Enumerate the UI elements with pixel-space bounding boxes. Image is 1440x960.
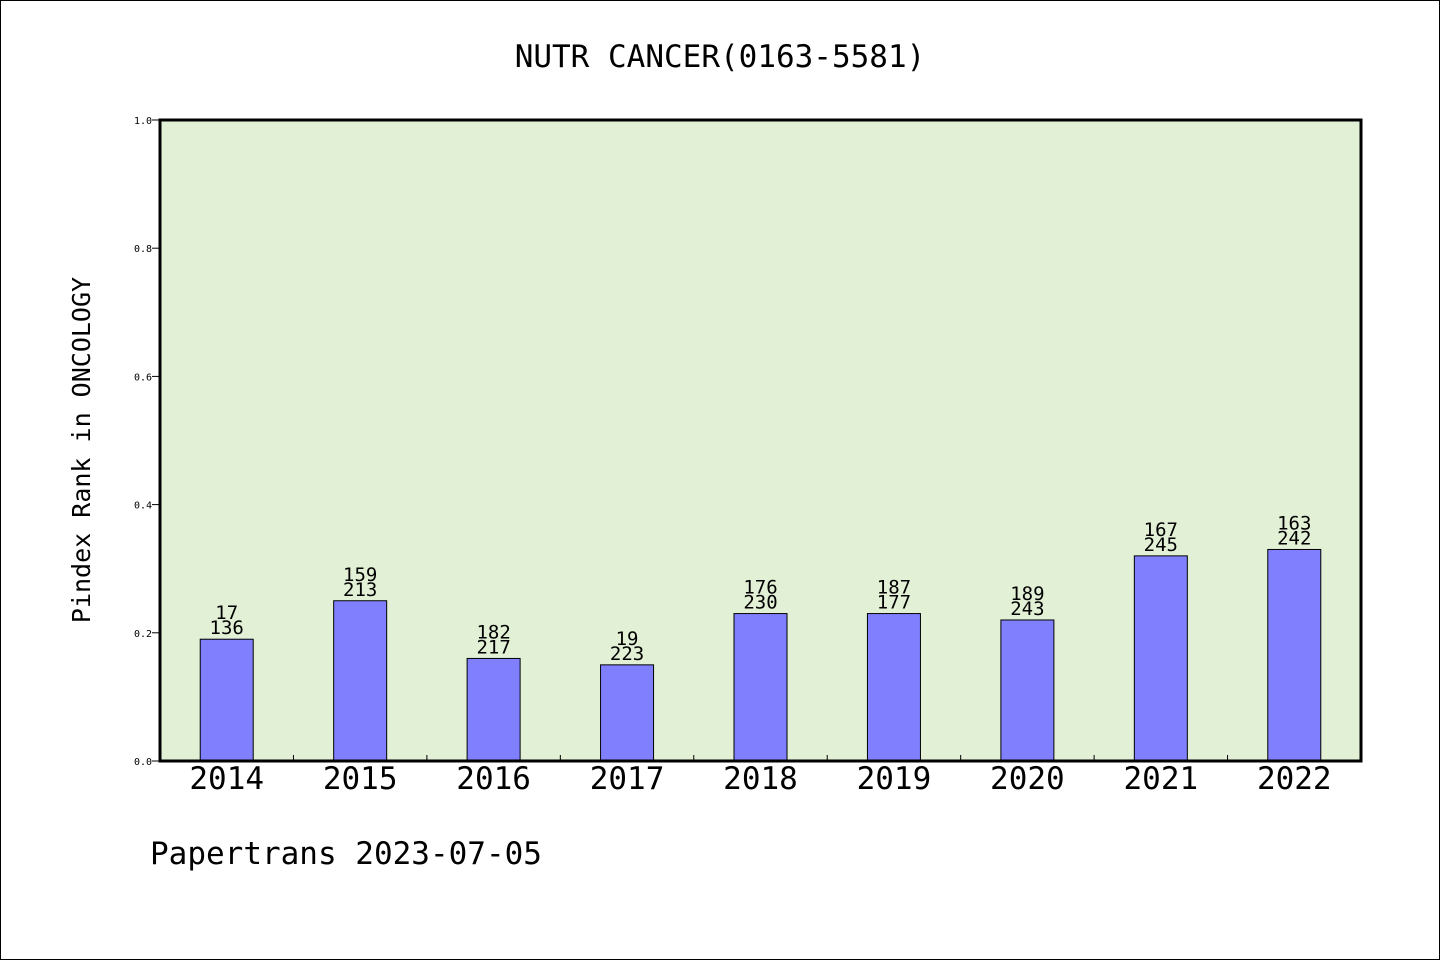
x-tick-label: 2018 [723,761,798,797]
bar-label-bottom: 243 [1010,598,1044,620]
bar-label-bottom: 242 [1277,527,1311,549]
y-tick-label: 0.0 [134,757,152,768]
y-axis-label: Pindex Rank in ONCOLOGY [67,277,96,623]
bar-2014 [199,638,254,762]
bar-2015 [333,600,388,762]
y-axis: 0.0 0.2 0.4 0.6 0.8 1.0 [134,116,160,768]
x-tick-label: 2015 [323,761,398,797]
x-tick-label: 2020 [990,761,1065,797]
bar-label-top: 17 [215,602,238,624]
bar-2017 [600,664,655,762]
bar-label-top: 187 [877,577,911,599]
bar-label-top: 176 [743,577,777,599]
bar-2021 [1133,555,1188,762]
bar-2020 [1000,619,1055,762]
y-tick-label: 0.6 [134,372,152,383]
bar-label-top: 189 [1010,583,1044,605]
bar-label-bottom: 245 [1144,534,1178,556]
y-tick-label: 0.8 [134,244,152,255]
bar-label-bottom: 213 [343,579,377,601]
y-tick-label: 0.2 [134,629,152,640]
y-tick-label: 1.0 [134,116,152,127]
bar-label-bottom: 136 [210,617,244,639]
bar-label-top: 159 [343,564,377,586]
x-tick-label: 2016 [456,761,531,797]
bar-2022 [1267,548,1322,762]
footer-credit: Papertrans 2023-07-05 [150,836,542,872]
plot-border [158,118,1363,763]
x-tick-label: 2021 [1124,761,1199,797]
x-axis: 2014 2015 2016 2017 2018 2019 2020 2021 2022 [189,755,1332,797]
bar-label-bottom: 223 [610,643,644,665]
bar-label-bottom: 217 [476,636,510,658]
x-tick-label: 2022 [1257,761,1332,797]
x-tick-label: 2019 [857,761,932,797]
bar-2019 [866,613,921,762]
x-tick-label: 2017 [590,761,665,797]
bars [199,548,1322,762]
chart-title: NUTR CANCER(0163-5581) [515,39,926,75]
bar-label-bottom: 177 [877,592,911,614]
y-tick-label: 0.4 [134,501,152,512]
bar-label-top: 19 [616,628,639,650]
bar-label-top: 182 [476,621,510,643]
bar-label-bottom: 230 [743,592,777,614]
bar-label-top: 163 [1277,512,1311,534]
bar-2018 [733,613,788,762]
x-tick-label: 2014 [189,761,264,797]
bar-label-top: 167 [1144,519,1178,541]
bar-2016 [466,657,521,762]
